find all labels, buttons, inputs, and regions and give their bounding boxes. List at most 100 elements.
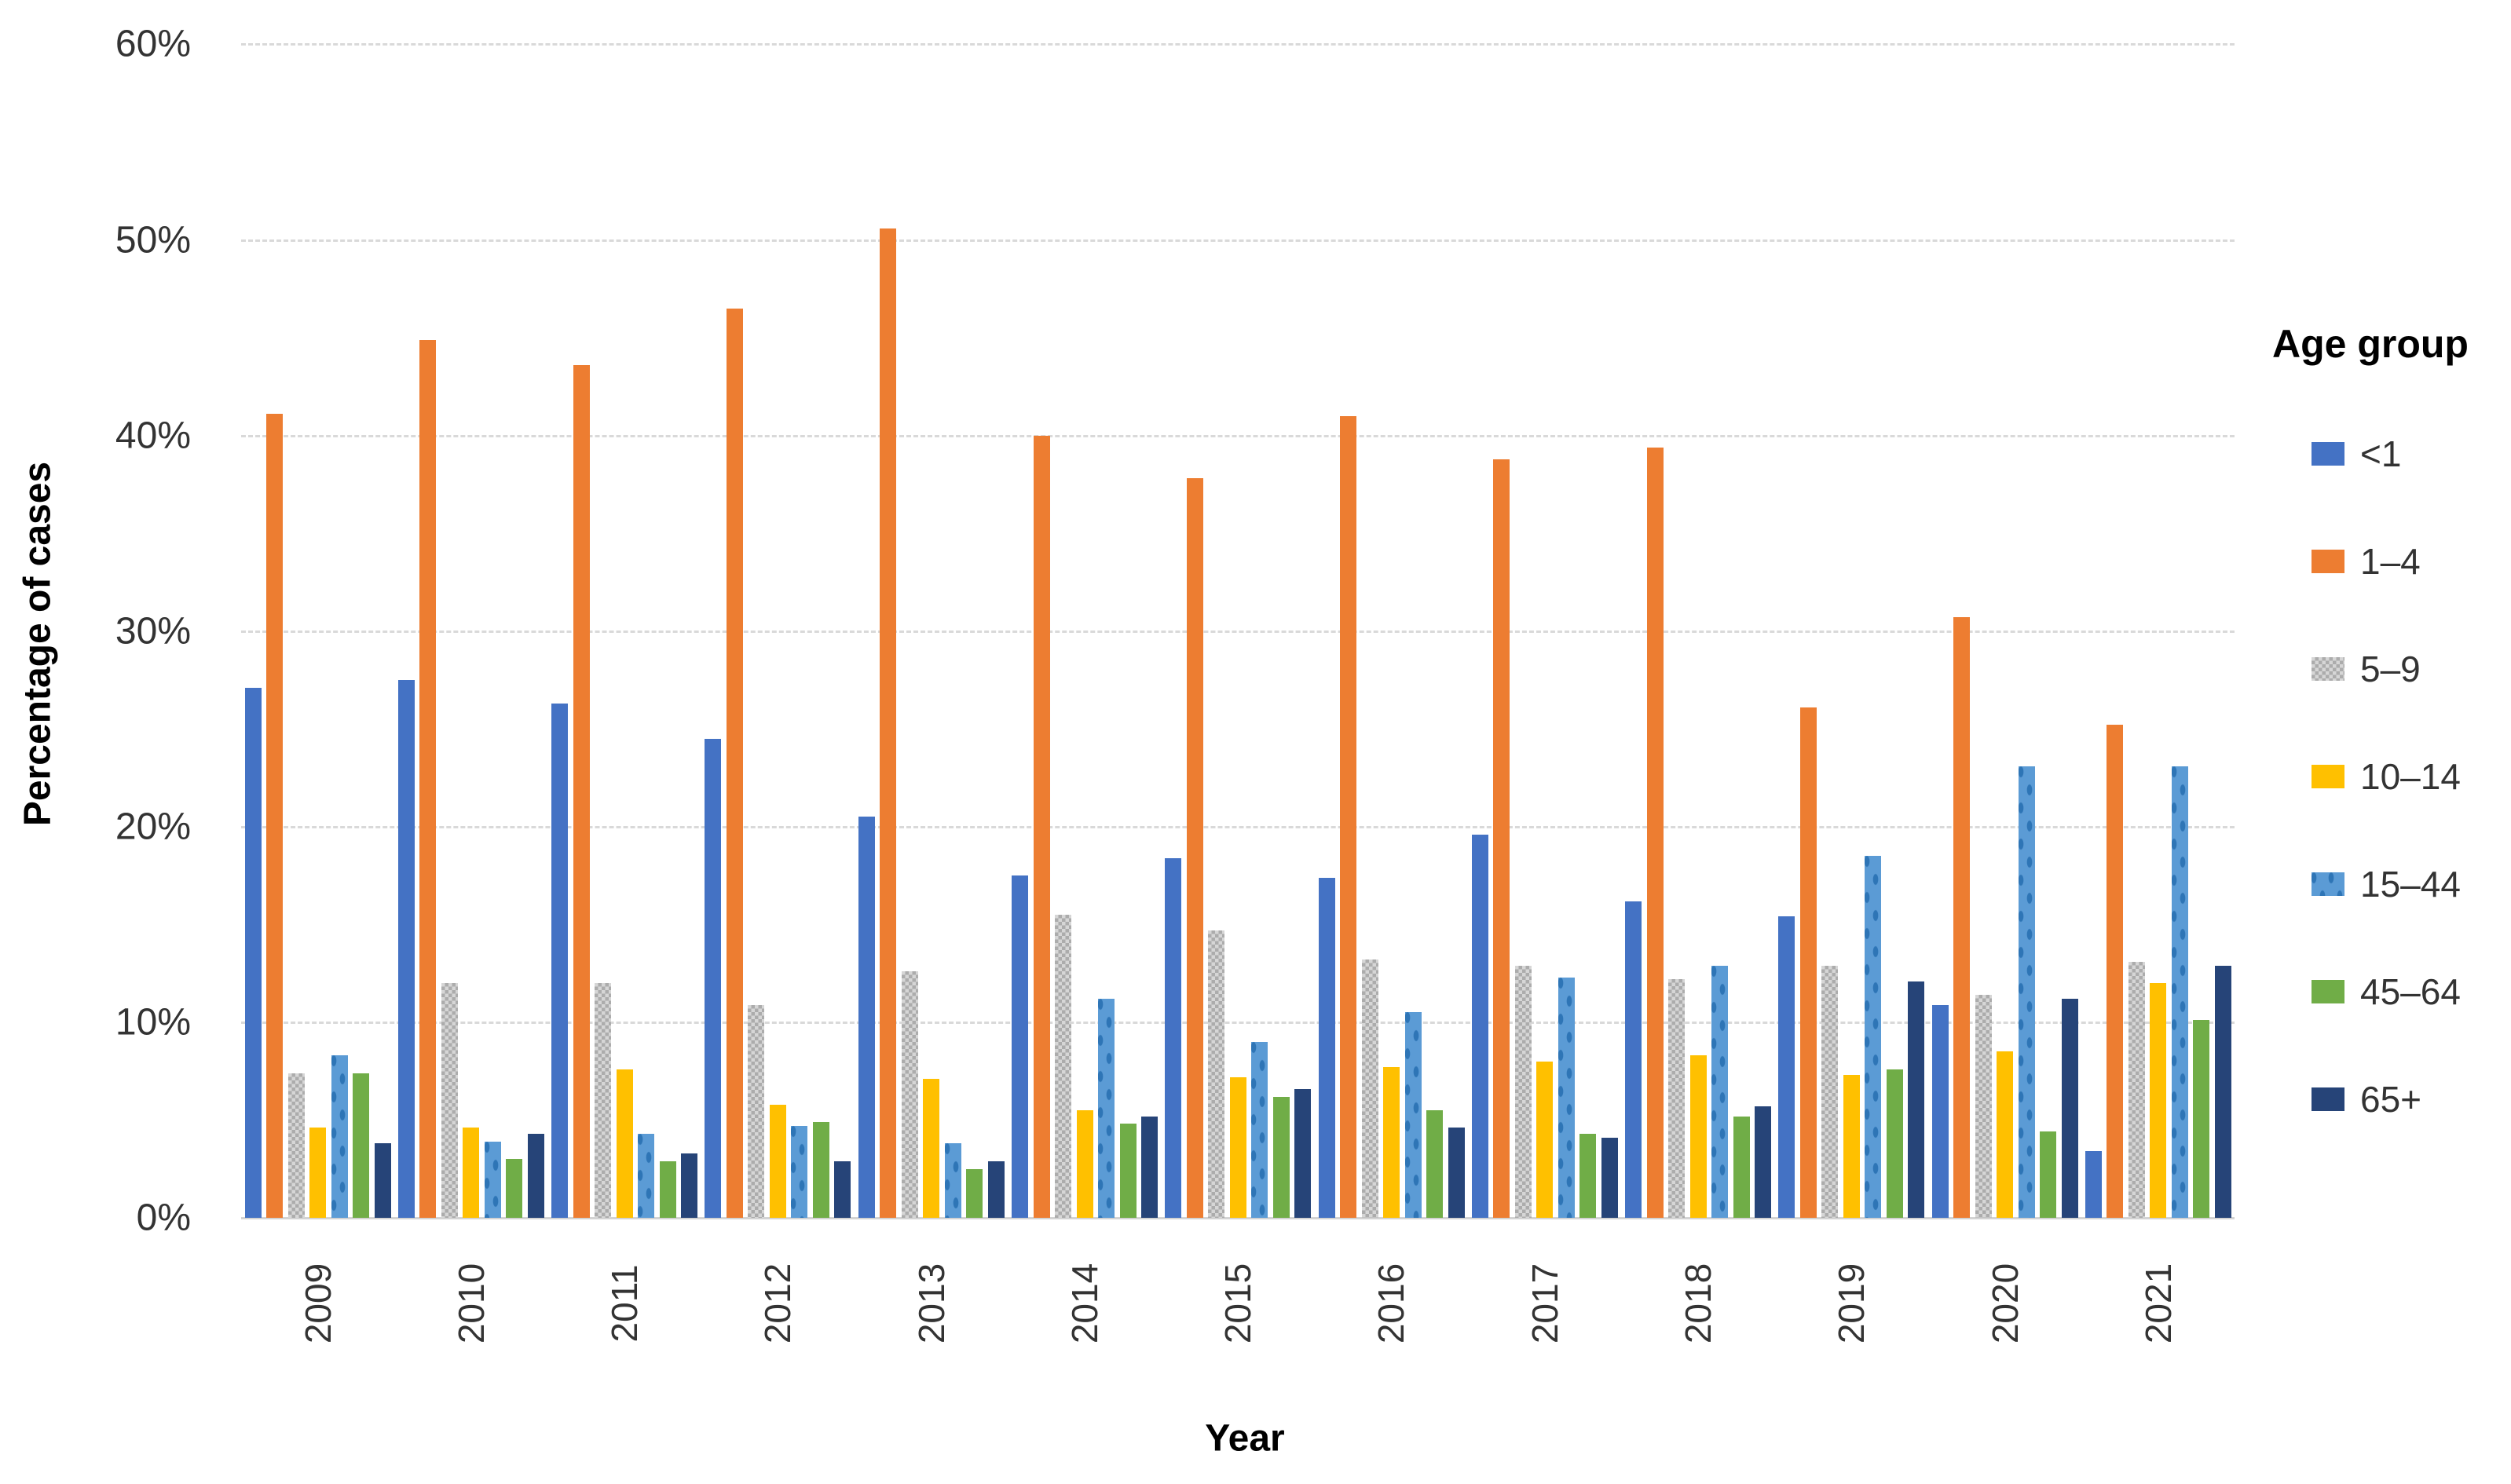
bar-2015-10-14	[1229, 1076, 1246, 1218]
legend-label-5-9: 5–9	[2360, 649, 2421, 689]
legend-item-15-44: 15–44	[2312, 863, 2461, 905]
bar-2019-15-44	[1865, 856, 1882, 1218]
legend-swatch-15-44	[2312, 872, 2344, 896]
x-tick-label-2010: 2010	[450, 1263, 492, 1344]
bar-2018-1-4	[1646, 447, 1664, 1218]
bar-2018-under-1	[1625, 901, 1642, 1218]
bar-2020-under-1	[1931, 1004, 1949, 1218]
bar-2014-15-44	[1098, 999, 1115, 1218]
bar-2009-65-plus	[374, 1143, 391, 1218]
y-tick-label-60: 60%	[115, 23, 191, 65]
bar-2012-under-1	[705, 738, 722, 1218]
bar-2015-15-44	[1251, 1041, 1268, 1218]
bar-2020-1-4	[1953, 617, 1971, 1218]
gridline-0pct	[241, 1217, 2235, 1219]
bar-2010-45-64	[506, 1159, 523, 1218]
bar-2009-under-1	[244, 687, 262, 1218]
bar-2011-5-9	[595, 983, 612, 1218]
bar-2015-5-9	[1208, 930, 1225, 1218]
bar-2013-1-4	[880, 228, 897, 1218]
y-tick-label-30: 30%	[115, 610, 191, 652]
bar-2021-1-4	[2107, 725, 2124, 1218]
bar-2009-15-44	[331, 1055, 348, 1218]
legend-swatch-1-4	[2312, 550, 2344, 573]
legend-item-45-64: 45–64	[2312, 970, 2461, 1013]
bar-2013-65-plus	[987, 1161, 1005, 1218]
bar-2009-5-9	[287, 1073, 305, 1218]
x-axis-title: Year	[1205, 1417, 1285, 1460]
bar-2020-5-9	[1975, 995, 1992, 1218]
bar-2019-45-64	[1886, 1069, 1903, 1218]
bar-2021-45-64	[2193, 1020, 2210, 1218]
bar-2019-1-4	[1799, 707, 1817, 1218]
bar-2011-15-44	[638, 1133, 655, 1218]
bar-2011-65-plus	[681, 1153, 698, 1218]
bar-2010-65-plus	[527, 1133, 544, 1218]
bar-2016-1-4	[1340, 415, 1356, 1218]
bar-2016-65-plus	[1448, 1128, 1465, 1218]
bar-2010-5-9	[441, 983, 458, 1218]
legend-swatch-65-plus	[2312, 1087, 2344, 1111]
gridline-20pct	[241, 825, 2235, 828]
y-axis-title: Percentage of cases	[16, 461, 59, 827]
bar-2012-10-14	[769, 1104, 786, 1218]
bar-2018-45-64	[1733, 1116, 1750, 1218]
bar-2011-45-64	[659, 1161, 676, 1218]
x-tick-label-2017: 2017	[1524, 1263, 1565, 1344]
bar-2017-15-44	[1557, 977, 1575, 1218]
y-tick-label-0: 0%	[136, 1197, 191, 1239]
legend-swatch-under-1	[2312, 442, 2344, 466]
legend-label-10-14: 10–14	[2360, 756, 2461, 797]
bar-2018-10-14	[1689, 1055, 1707, 1218]
bar-2021-10-14	[2150, 983, 2167, 1218]
bar-2019-5-9	[1821, 965, 1839, 1218]
bar-2019-10-14	[1843, 1075, 1860, 1218]
legend-label-1-4: 1–4	[2360, 541, 2421, 582]
bar-2010-1-4	[419, 339, 437, 1218]
bar-2014-5-9	[1055, 914, 1071, 1218]
bar-2015-65-plus	[1294, 1088, 1312, 1218]
bar-2019-under-1	[1778, 916, 1795, 1218]
y-tick-label-10: 10%	[115, 1001, 191, 1044]
bar-2020-10-14	[1997, 1051, 2014, 1218]
gridline-40pct	[241, 434, 2235, 437]
bar-2018-5-9	[1668, 979, 1685, 1218]
bar-2021-under-1	[2085, 1151, 2102, 1218]
bar-2009-45-64	[353, 1073, 370, 1218]
bar-2013-15-44	[944, 1143, 961, 1218]
y-tick-label-20: 20%	[115, 806, 191, 848]
x-tick-label-2016: 2016	[1371, 1263, 1412, 1344]
x-tick-label-2013: 2013	[910, 1263, 952, 1344]
bar-2014-10-14	[1076, 1110, 1093, 1218]
x-tick-label-2011: 2011	[604, 1264, 646, 1343]
bar-2010-15-44	[484, 1141, 501, 1218]
bar-2013-5-9	[901, 971, 918, 1218]
x-tick-label-2021: 2021	[2137, 1263, 2179, 1344]
bar-2009-10-14	[309, 1128, 327, 1218]
bar-2011-10-14	[616, 1069, 633, 1218]
x-tick-label-2018: 2018	[1678, 1263, 1719, 1344]
bar-2015-1-4	[1186, 478, 1203, 1218]
bar-2017-45-64	[1579, 1133, 1597, 1218]
legend-label-45-64: 45–64	[2360, 971, 2461, 1012]
bar-2021-65-plus	[2214, 965, 2231, 1218]
y-tick-label-40: 40%	[115, 415, 191, 457]
bar-2018-15-44	[1711, 965, 1728, 1218]
bar-2011-1-4	[573, 364, 590, 1218]
bar-2012-5-9	[748, 1004, 765, 1218]
y-tick-label-50: 50%	[115, 219, 191, 261]
x-tick-label-2019: 2019	[1831, 1263, 1872, 1344]
bar-2016-10-14	[1383, 1067, 1400, 1218]
bar-2014-45-64	[1119, 1124, 1137, 1218]
bar-2010-under-1	[397, 680, 415, 1218]
legend-item-1-4: 1–4	[2312, 540, 2421, 583]
bar-2012-1-4	[726, 308, 743, 1218]
gridline-10pct	[241, 1021, 2235, 1024]
x-tick-label-2012: 2012	[757, 1263, 799, 1344]
bar-2017-5-9	[1514, 965, 1532, 1218]
bar-2016-5-9	[1361, 959, 1378, 1218]
gridline-60pct	[241, 43, 2235, 46]
bar-2017-65-plus	[1601, 1137, 1618, 1218]
legend-swatch-45-64	[2312, 980, 2344, 1003]
